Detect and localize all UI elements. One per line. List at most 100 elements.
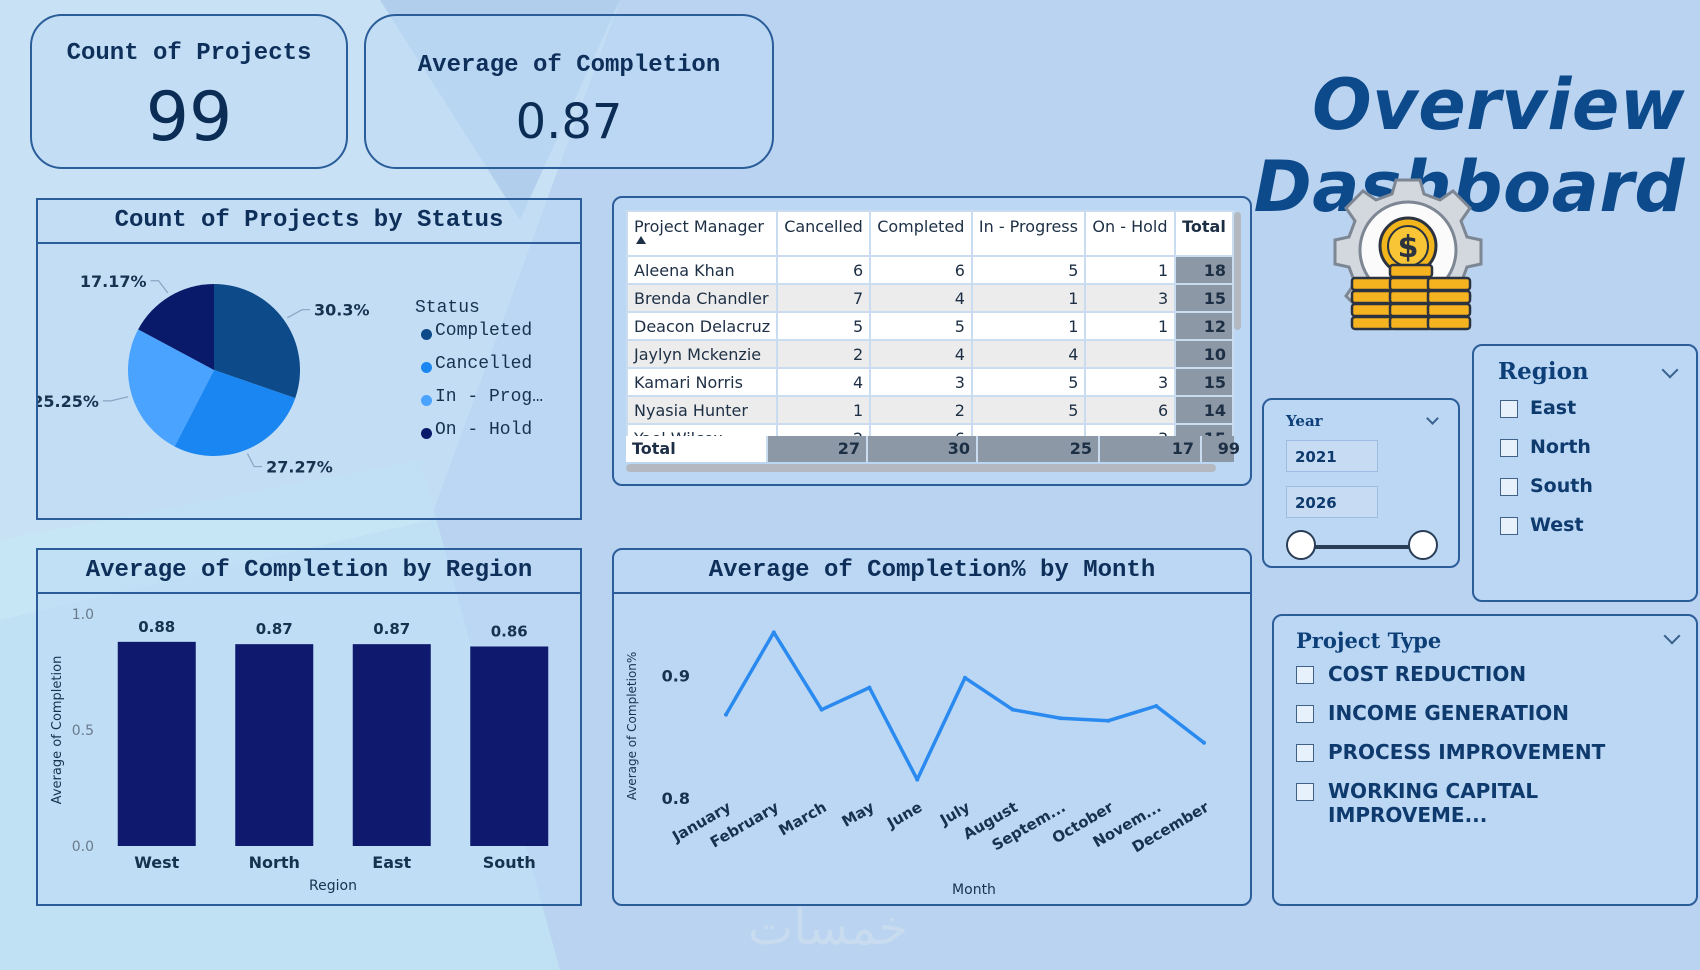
legend-item[interactable]: In - Prog… bbox=[435, 387, 544, 407]
table-cell: Nyasia Hunter bbox=[626, 395, 779, 425]
project-manager-table-panel: Project Manager Cancelled Completed In - Pr… bbox=[612, 196, 1252, 486]
column-header[interactable]: Cancelled bbox=[776, 210, 872, 257]
project-type-option-label[interactable]: INCOME GENERATION bbox=[1328, 701, 1570, 725]
project-type-option-label[interactable]: COST REDUCTION bbox=[1328, 662, 1527, 686]
column-header[interactable]: In - Progress bbox=[970, 210, 1087, 257]
project-type-option-label[interactable]: WORKING CAPITAL IMPROVEME... bbox=[1328, 779, 1539, 827]
project-manager-table: Project Manager Cancelled Completed In - Pr… bbox=[626, 210, 1234, 453]
column-header[interactable]: Completed bbox=[869, 210, 973, 257]
line-point[interactable] bbox=[867, 685, 872, 690]
project-type-checkbox[interactable] bbox=[1296, 783, 1314, 801]
bar-west[interactable] bbox=[117, 641, 196, 846]
region-checkbox-west[interactable] bbox=[1500, 517, 1518, 535]
pie-slice-2[interactable] bbox=[127, 329, 214, 447]
chevron-down-icon[interactable] bbox=[1663, 627, 1681, 645]
status-panel: Count of Projects by Status 30.3% 27.27% 2… bbox=[36, 198, 582, 520]
table-viewport: Project Manager Cancelled Completed In - Pr… bbox=[626, 210, 1234, 460]
pie-leader-line bbox=[246, 453, 263, 468]
line-point[interactable] bbox=[1010, 707, 1015, 712]
kpi-value: 0.87 bbox=[515, 94, 623, 150]
total-cell: 25 bbox=[976, 436, 1098, 462]
line-point[interactable] bbox=[819, 707, 824, 712]
horizontal-scrollbar[interactable] bbox=[626, 464, 1216, 472]
pie-data-label: 27.27% bbox=[266, 458, 333, 477]
column-header[interactable]: On - Hold bbox=[1084, 210, 1177, 257]
line-point[interactable] bbox=[963, 675, 967, 680]
year-from-input[interactable]: 2021 bbox=[1286, 440, 1378, 472]
y-tick-label: 0.9 bbox=[662, 666, 690, 685]
region-bar-chart: 0.0 0.5 1.0 0.88 West 0.87 North 0.87 East 0.86 So… bbox=[50, 607, 549, 894]
bar-south[interactable] bbox=[470, 646, 549, 846]
column-header[interactable]: Total bbox=[1174, 210, 1234, 257]
region-checkbox-east[interactable] bbox=[1500, 400, 1518, 418]
y-tick-label: 0.0 bbox=[72, 839, 94, 855]
line-point[interactable] bbox=[1106, 718, 1111, 723]
table-cell: 1 bbox=[970, 283, 1087, 313]
table-cell: 6 bbox=[869, 255, 973, 285]
line-point[interactable] bbox=[771, 630, 776, 635]
table-total-row: Total 27 30 25 17 99 bbox=[626, 436, 1240, 462]
region-option-label[interactable]: South bbox=[1530, 475, 1593, 497]
table-cell: 3 bbox=[1084, 283, 1177, 313]
table-cell: Brenda Chandler bbox=[626, 283, 779, 313]
sort-up-icon bbox=[636, 236, 646, 244]
panel-title: Average of Completion% by Month bbox=[614, 550, 1250, 594]
region-checkbox-south[interactable] bbox=[1500, 478, 1518, 496]
region-option-label[interactable]: East bbox=[1530, 397, 1577, 419]
pie-slice-1[interactable] bbox=[174, 370, 296, 456]
x-axis-label: Month bbox=[952, 882, 996, 898]
line-point[interactable] bbox=[1202, 740, 1206, 745]
line-point[interactable] bbox=[724, 712, 728, 717]
vertical-scrollbar[interactable] bbox=[1234, 212, 1241, 330]
year-range-start-handle[interactable] bbox=[1286, 530, 1316, 560]
total-label: Total bbox=[626, 436, 766, 462]
table-cell: 15 bbox=[1174, 283, 1234, 313]
year-to-input[interactable]: 2026 bbox=[1286, 486, 1378, 518]
table-cell: 4 bbox=[776, 367, 872, 397]
project-type-checkbox[interactable] bbox=[1296, 705, 1314, 723]
completion-line[interactable] bbox=[724, 630, 1206, 782]
project-type-option-label[interactable]: PROCESS IMPROVEMENT bbox=[1328, 740, 1606, 764]
x-tick-label: East bbox=[372, 853, 411, 872]
table-cell: 1 bbox=[1084, 311, 1177, 341]
region-slicer: Region East North South West bbox=[1472, 344, 1698, 602]
month-panel: Average of Completion% by Month 0.8 0.9 Ja… bbox=[612, 548, 1252, 906]
legend-title: Status bbox=[415, 298, 480, 318]
pie-slice-3[interactable] bbox=[138, 284, 214, 370]
bar-east[interactable] bbox=[352, 644, 431, 846]
line-point[interactable] bbox=[1058, 716, 1063, 721]
legend-item[interactable]: Completed bbox=[435, 321, 533, 341]
watermark: خمسات bbox=[748, 900, 909, 956]
total-cell: 27 bbox=[766, 436, 866, 462]
table-cell: Aleena Khan bbox=[626, 255, 779, 285]
legend-item[interactable]: Cancelled bbox=[435, 354, 533, 374]
region-checkbox-north[interactable] bbox=[1500, 439, 1518, 457]
legend-marker bbox=[421, 329, 432, 340]
x-tick-label: North bbox=[249, 853, 300, 872]
column-header[interactable]: Project Manager bbox=[626, 210, 779, 257]
region-option-label[interactable]: West bbox=[1530, 514, 1584, 536]
region-option-label[interactable]: North bbox=[1530, 436, 1591, 458]
table-cell: 18 bbox=[1174, 255, 1234, 285]
table-cell: 7 bbox=[776, 283, 872, 313]
chevron-down-icon[interactable] bbox=[1426, 412, 1439, 425]
table-row: Jaylyn Mckenzie 2 4 4 10 bbox=[626, 339, 1234, 369]
table-cell: 2 bbox=[776, 339, 872, 369]
project-type-checkbox[interactable] bbox=[1296, 744, 1314, 762]
project-type-checkbox[interactable] bbox=[1296, 666, 1314, 684]
table-cell: 5 bbox=[869, 311, 973, 341]
line-point[interactable] bbox=[1154, 704, 1159, 708]
table-cell: Jaylyn Mckenzie bbox=[626, 339, 779, 369]
pie-slice-0[interactable] bbox=[214, 284, 301, 399]
kpi-value: 99 bbox=[145, 78, 233, 157]
pie-data-label: 30.3% bbox=[314, 301, 370, 320]
year-range-end-handle[interactable] bbox=[1408, 530, 1438, 560]
legend-item[interactable]: On - Hold bbox=[435, 420, 533, 440]
table-cell: 1 bbox=[776, 395, 872, 425]
pie-leader-line bbox=[102, 396, 129, 402]
table-row: Brenda Chandler 7 4 1 3 15 bbox=[626, 283, 1234, 313]
table-cell: 4 bbox=[869, 339, 973, 369]
bar-north[interactable] bbox=[235, 644, 314, 846]
chevron-down-icon[interactable] bbox=[1661, 361, 1679, 379]
line-point[interactable] bbox=[915, 777, 920, 782]
